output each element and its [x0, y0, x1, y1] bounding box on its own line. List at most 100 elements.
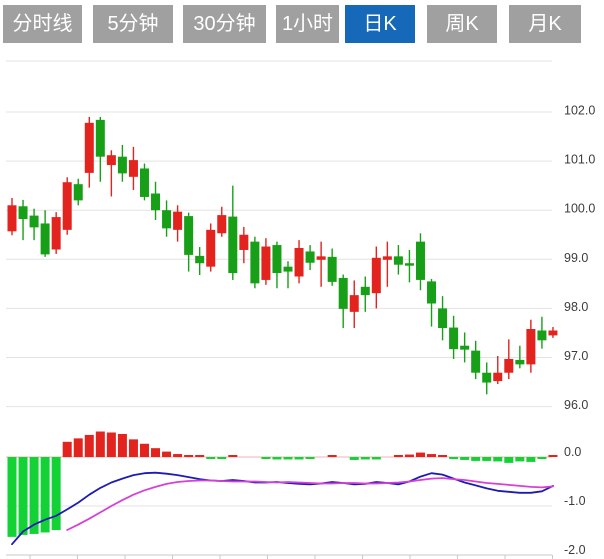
macd-bar [261, 457, 271, 459]
tab-weekly-k[interactable]: 周K [427, 5, 497, 43]
dif-line [11, 471, 554, 546]
macd-bar [283, 457, 293, 460]
candle-body [404, 263, 414, 266]
macd-bar [29, 457, 39, 534]
macd-bar [349, 457, 359, 460]
candle-body [327, 256, 337, 282]
macd-bar [173, 454, 183, 457]
timeframe-tabs: 分时线 5分钟 30分钟 1小时 日K 周K 月K [0, 0, 604, 48]
candle-body [228, 216, 238, 274]
macd-axis-label: 0.0 [564, 445, 581, 459]
macd-bar [106, 432, 116, 457]
tab-5min[interactable]: 5分钟 [93, 5, 173, 43]
macd-bar [548, 455, 558, 457]
macd-bar [73, 438, 83, 457]
dea-line [66, 477, 554, 531]
macd-bar [51, 457, 61, 531]
candle-body [18, 206, 28, 220]
macd-bar [195, 455, 205, 457]
price-axis-label: 102.0 [564, 104, 595, 118]
macd-bar [84, 434, 94, 457]
candle-body [382, 256, 392, 260]
candle-body [128, 160, 138, 177]
macd-bar [404, 454, 414, 457]
candle-body [460, 345, 470, 350]
candle-body [504, 358, 514, 373]
macd-bar [327, 455, 337, 457]
candle-body [184, 216, 194, 255]
macd-bar [217, 457, 227, 459]
macd-bar [18, 457, 28, 535]
candle-body [239, 234, 249, 250]
macd-bar [272, 457, 282, 460]
candle-body [482, 372, 492, 383]
candle-body [526, 329, 536, 365]
macd-bar [62, 441, 72, 457]
candle-body [217, 215, 227, 234]
macd-bar [162, 451, 172, 457]
candle-body [173, 211, 183, 230]
tab-monthly-k[interactable]: 月K [509, 5, 581, 43]
macd-bar [438, 455, 448, 457]
candle-body [250, 241, 260, 284]
price-axis-label: 96.0 [564, 398, 588, 412]
candle-body [471, 350, 481, 373]
candle-body [7, 205, 17, 232]
candle-body [95, 119, 105, 157]
candle-body [261, 246, 271, 280]
candle-body [106, 155, 116, 166]
candle-body [371, 257, 381, 294]
candle-body [360, 286, 370, 296]
candle-body [29, 215, 39, 228]
macd-bar [151, 448, 161, 457]
macd-bar [294, 457, 304, 460]
candle-body [195, 255, 205, 264]
macd-bar [482, 457, 492, 461]
macd-bar [40, 457, 50, 533]
macd-bar [206, 457, 216, 459]
price-axis-label: 99.0 [564, 251, 588, 265]
candle-body [393, 256, 403, 265]
macd-bar [128, 439, 138, 457]
candle-body [438, 308, 448, 329]
candle-body [415, 241, 425, 280]
candle-body [449, 327, 459, 350]
candle-body [139, 168, 149, 197]
candle-body [162, 210, 172, 229]
macd-bar [449, 457, 459, 459]
candle-body [84, 122, 94, 173]
macd-bar [117, 433, 127, 457]
candle-body [349, 295, 359, 312]
macd-axis-label: -1.0 [564, 494, 586, 508]
candle-body [515, 359, 525, 365]
candle-body [427, 281, 437, 304]
macd-bar [537, 457, 547, 459]
candle-body [151, 193, 161, 211]
macd-bar [526, 457, 536, 462]
candle-body [338, 277, 348, 309]
macd-bar [360, 457, 370, 460]
candle-body [305, 251, 315, 263]
price-axis-label: 100.0 [564, 202, 595, 216]
macd-bar [228, 455, 238, 457]
candle-body [537, 330, 547, 341]
macd-bar [393, 455, 403, 457]
candle-body [316, 256, 326, 260]
tab-1hour[interactable]: 1小时 [276, 5, 339, 43]
candle-body [493, 372, 503, 382]
macd-bar [305, 457, 315, 459]
tab-30min[interactable]: 30分钟 [183, 5, 266, 43]
macd-axis-label: -2.0 [564, 543, 586, 557]
macd-bar [493, 457, 503, 462]
macd-bar [7, 457, 17, 537]
price-axis-label: 98.0 [564, 300, 588, 314]
candle-body [548, 330, 558, 336]
macd-bar [184, 455, 194, 457]
tab-time-line[interactable]: 分时线 [3, 5, 82, 43]
candle-body [73, 184, 83, 201]
candle-body [283, 266, 293, 272]
tab-daily-k[interactable]: 日K [345, 5, 415, 43]
candle-body [51, 217, 61, 250]
macd-bar [515, 457, 525, 462]
